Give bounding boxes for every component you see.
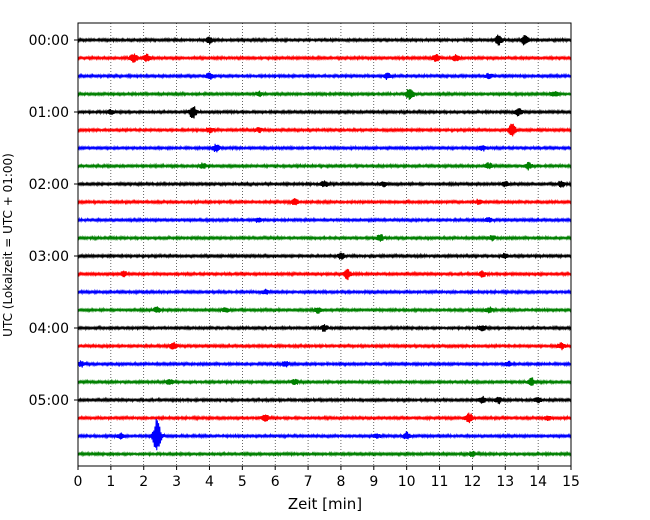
plot-frame (77, 22, 572, 467)
y-tick-label: 05:00 (29, 393, 69, 409)
y-tick-label: 04:00 (29, 321, 69, 337)
y-axis-ticks: 00:00 01:00 02:00 03:00 04:00 05:00 (29, 33, 78, 409)
x-tick-label: 8 (336, 474, 345, 490)
seismogram-trace-0215 (77, 198, 572, 206)
seismogram-trace-0330 (77, 288, 572, 296)
seismogram-trace-0500 (77, 395, 572, 405)
seismogram-trace-0130 (77, 143, 572, 153)
x-tick-label: 13 (496, 474, 514, 490)
seismogram-trace-0430 (77, 360, 572, 368)
seismogram-trace-0230 (77, 216, 572, 224)
y-tick-label: 03:00 (29, 249, 69, 265)
y-tick-label: 02:00 (29, 177, 69, 193)
x-tick-label: 5 (238, 474, 247, 490)
seismogram-trace-0015 (77, 53, 572, 63)
trace-group (77, 34, 572, 458)
seismogram-trace-0315 (77, 268, 572, 281)
seismogram-trace-0045 (77, 88, 572, 100)
seismogram-trace-0000 (77, 34, 572, 46)
seismogram-trace-0445 (77, 377, 572, 386)
x-tick-label: 4 (205, 474, 214, 490)
x-tick-label: 2 (139, 474, 148, 490)
seismogram-trace-0245 (77, 233, 572, 242)
seismogram-trace-0115 (77, 123, 572, 137)
seismogram-trace-0400 (77, 324, 572, 332)
seismogram-trace-0030 (77, 72, 572, 80)
y-axis-label: UTC (Lokalzeit = UTC + 01:00) (1, 153, 15, 337)
x-tick-label: 10 (398, 474, 416, 490)
x-tick-label: 0 (74, 474, 83, 490)
x-tick-label: 14 (529, 474, 547, 490)
x-tick-label: 9 (369, 474, 378, 490)
seismogram-trace-0515 (77, 412, 572, 424)
x-tick-label: 6 (271, 474, 280, 490)
y-tick-label: 00:00 (29, 33, 69, 49)
seismogram-trace-0345 (77, 306, 572, 314)
seismogram-trace-0300 (77, 252, 572, 260)
vertical-grid-lines (110, 23, 539, 466)
x-tick-label: 1 (106, 474, 115, 490)
x-axis-ticks: 0 1 2 3 4 5 6 7 8 9 10 11 12 13 14 15 (74, 466, 580, 490)
seismogram-trace-0530 (77, 419, 572, 451)
seismogram-trace-0100 (77, 106, 572, 119)
seismogram-trace-0145 (77, 161, 572, 171)
seismogram-trace-0415 (77, 341, 572, 351)
x-tick-label: 7 (304, 474, 313, 490)
x-axis-label: Zeit [min] (288, 495, 362, 513)
x-tick-label: 15 (562, 474, 580, 490)
seismogram-trace-0545 (77, 450, 572, 458)
x-tick-label: 12 (463, 474, 481, 490)
x-tick-label: 3 (172, 474, 181, 490)
x-tick-label: 11 (431, 474, 449, 490)
seismogram-trace-0200 (77, 180, 572, 188)
y-tick-label: 01:00 (29, 105, 69, 121)
